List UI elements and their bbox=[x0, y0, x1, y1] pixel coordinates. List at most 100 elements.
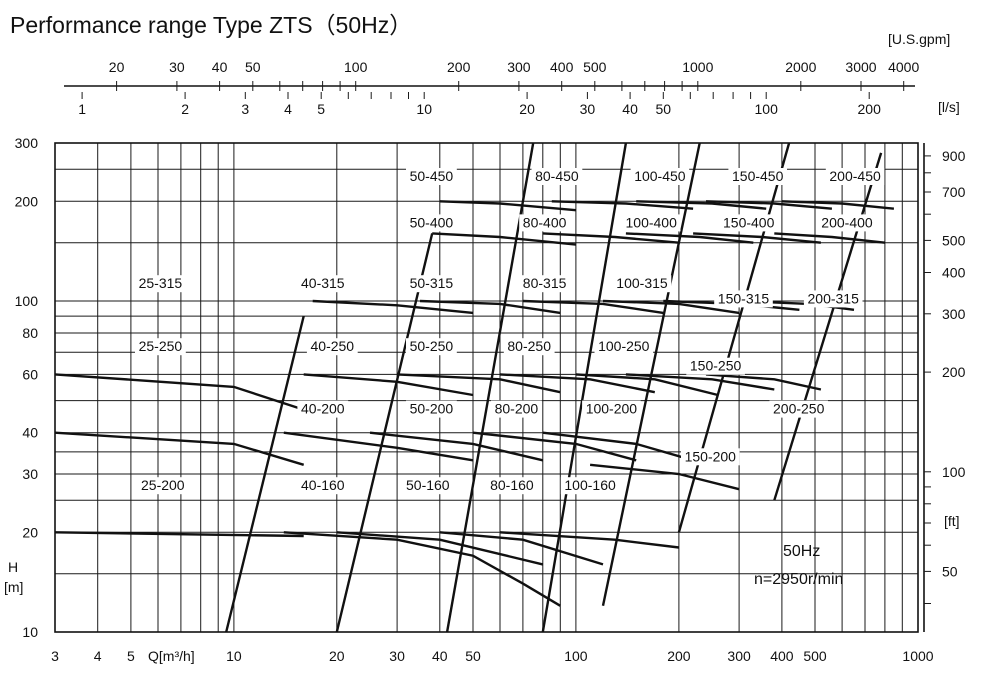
curve-80-250 bbox=[499, 373, 656, 394]
label-40-250: 40-250 bbox=[311, 338, 355, 354]
usgpm-tick-label: 2000 bbox=[785, 59, 816, 75]
ft-tick-label: 100 bbox=[942, 464, 966, 480]
label-background bbox=[491, 400, 542, 418]
usgpm-tick-label: 30 bbox=[169, 59, 185, 75]
curve-40-160 bbox=[283, 531, 561, 607]
curve-50-250 bbox=[397, 373, 561, 394]
label-25-250: 25-250 bbox=[139, 338, 183, 354]
label-150-450: 150-450 bbox=[732, 168, 784, 184]
curve-200-400 bbox=[774, 232, 886, 244]
ls-tick-label: 1 bbox=[78, 101, 86, 117]
label-background bbox=[135, 338, 186, 356]
ft-tick-label: 700 bbox=[942, 184, 966, 200]
label-100-200: 100-200 bbox=[586, 401, 638, 417]
y-axis-label: H bbox=[8, 559, 18, 575]
label-background bbox=[825, 168, 885, 185]
label-background bbox=[817, 214, 877, 232]
label-200-450: 200-450 bbox=[829, 168, 881, 184]
y-tick-label: 40 bbox=[22, 425, 38, 441]
ls-tick-label: 10 bbox=[416, 101, 432, 117]
label-background bbox=[519, 214, 570, 232]
range-boundary bbox=[445, 142, 535, 633]
curve-80-200 bbox=[472, 431, 637, 462]
label-background bbox=[621, 214, 681, 232]
curve-100-315 bbox=[602, 299, 740, 315]
ls-tick-label: 40 bbox=[622, 101, 638, 117]
label-40-315: 40-315 bbox=[301, 275, 345, 291]
ls-tick-label: 2 bbox=[181, 101, 189, 117]
usgpm-tick-label: 400 bbox=[550, 59, 574, 75]
range-boundary bbox=[773, 152, 883, 501]
ls-tick-label: 100 bbox=[755, 101, 779, 117]
y-tick-label: 100 bbox=[15, 293, 39, 309]
label-background bbox=[582, 400, 641, 418]
curve-80-315 bbox=[522, 299, 664, 315]
label-background bbox=[769, 400, 828, 418]
curve-50-450 bbox=[439, 200, 577, 212]
label-25-200: 25-200 bbox=[141, 477, 185, 493]
curve-200-450 bbox=[781, 200, 895, 210]
annotation-frequency: 50Hz bbox=[783, 543, 820, 560]
x-tick-label: 100 bbox=[564, 648, 588, 664]
curve-50-315 bbox=[419, 299, 561, 315]
curve-100-160 bbox=[499, 531, 680, 549]
usgpm-tick-label: 200 bbox=[447, 59, 471, 75]
x-tick-label: 3 bbox=[51, 648, 59, 664]
label-100-160: 100-160 bbox=[564, 477, 616, 493]
curve-80-450 bbox=[551, 200, 694, 210]
curve-100-450 bbox=[636, 200, 767, 210]
label-100-250: 100-250 bbox=[598, 338, 650, 354]
label-background bbox=[406, 400, 457, 418]
ft-tick-label: 50 bbox=[942, 563, 958, 579]
curve-50-200 bbox=[369, 431, 544, 462]
curve-labels: 25-315 25-250 25-200 40-315 40-250 40-200 40-1… bbox=[135, 168, 885, 495]
x-tick-label: 400 bbox=[770, 648, 794, 664]
label-background bbox=[803, 290, 863, 308]
chart-title: Performance range Type ZTS（50Hz） bbox=[10, 12, 412, 38]
label-background bbox=[297, 400, 349, 418]
curve-25-315 bbox=[54, 373, 314, 414]
curve-40-315 bbox=[312, 299, 474, 315]
x-tick-label: 300 bbox=[727, 648, 751, 664]
label-background bbox=[560, 477, 620, 495]
x-tick-label: 5 bbox=[127, 648, 135, 664]
label-background bbox=[406, 168, 457, 185]
y-tick-label: 300 bbox=[15, 135, 39, 151]
label-50-315: 50-315 bbox=[410, 275, 454, 291]
ft-tick-label: 500 bbox=[942, 232, 966, 248]
ls-unit: [l/s] bbox=[938, 99, 960, 115]
label-50-250: 50-250 bbox=[410, 338, 454, 354]
ls-tick-label: 4 bbox=[284, 101, 292, 117]
label-150-315: 150-315 bbox=[718, 290, 770, 306]
usgpm-tick-label: 100 bbox=[344, 59, 368, 75]
curve-150-250 bbox=[625, 373, 775, 391]
y-tick-label: 20 bbox=[22, 524, 38, 540]
label-background bbox=[594, 338, 654, 356]
ft-unit: [ft] bbox=[944, 513, 960, 529]
y-axis-unit: [m] bbox=[4, 579, 23, 595]
label-background bbox=[728, 168, 787, 185]
label-background bbox=[612, 275, 672, 293]
label-background bbox=[406, 338, 457, 356]
x-tick-label: 500 bbox=[803, 648, 827, 664]
label-background bbox=[719, 214, 778, 232]
label-background bbox=[486, 477, 538, 495]
label-80-250: 80-250 bbox=[507, 338, 551, 354]
x-tick-label: 10 bbox=[226, 648, 242, 664]
label-background bbox=[681, 448, 740, 466]
curve-100-400 bbox=[625, 232, 754, 244]
label-background bbox=[531, 168, 583, 185]
range-boundaries bbox=[225, 142, 883, 633]
secondary-axes: 20 30 40 50 100 200 300 400 500 1000 2000 3000 4000 1… bbox=[64, 59, 966, 632]
label-150-250: 150-250 bbox=[690, 358, 742, 374]
label-50-450: 50-450 bbox=[410, 168, 454, 184]
x-tick-label: 20 bbox=[329, 648, 345, 664]
label-background bbox=[630, 168, 690, 185]
curve-40-200 bbox=[283, 431, 474, 462]
usgpm-tick-label: 3000 bbox=[845, 59, 876, 75]
ls-tick-label: 3 bbox=[241, 101, 249, 117]
label-40-160: 40-160 bbox=[301, 477, 345, 493]
label-100-450: 100-450 bbox=[634, 168, 686, 184]
x-tick-label: 200 bbox=[667, 648, 691, 664]
